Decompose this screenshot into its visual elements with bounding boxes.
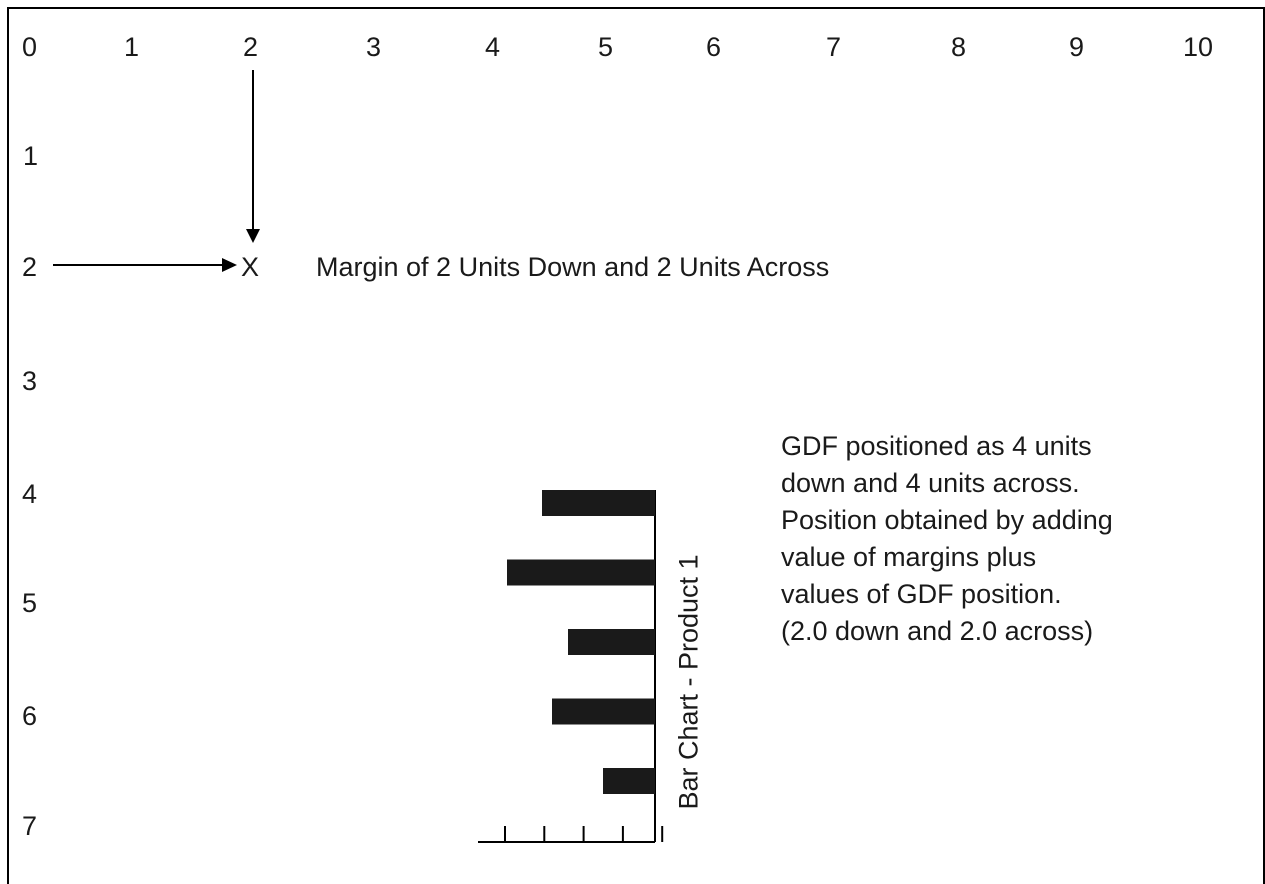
top-ruler-0: 0 <box>22 32 38 62</box>
note-line-1: GDF positioned as 4 units <box>781 431 1092 461</box>
down-arrow <box>246 70 260 243</box>
right-arrow <box>53 258 237 272</box>
left-ruler-6: 6 <box>22 701 38 731</box>
top-ruler-3: 3 <box>366 32 382 62</box>
margin-marker: X <box>241 252 260 282</box>
top-ruler-10: 10 <box>1183 32 1214 62</box>
chart-bar <box>603 768 655 794</box>
chart-label: Bar Chart - Product 1 <box>673 554 704 810</box>
chart-bar <box>542 490 655 516</box>
note-line-6: (2.0 down and 2.0 across) <box>781 616 1094 646</box>
left-ruler-1: 1 <box>23 141 39 171</box>
top-ruler-7: 7 <box>826 32 842 62</box>
left-ruler-4: 4 <box>22 479 38 509</box>
gdf-note: GDF positioned as 4 units down and 4 uni… <box>781 428 1113 650</box>
left-ruler-2: 2 <box>22 252 38 282</box>
top-ruler-6: 6 <box>706 32 722 62</box>
margin-caption: Margin of 2 Units Down and 2 Units Acros… <box>316 252 830 282</box>
diagram-frame <box>7 7 1265 884</box>
left-ruler-7: 7 <box>22 811 38 841</box>
chart-bar <box>568 629 655 655</box>
top-ruler-2: 2 <box>243 32 259 62</box>
note-line-5: values of GDF position. <box>781 579 1062 609</box>
note-line-3: Position obtained by adding <box>781 505 1113 535</box>
chart-bar <box>507 559 655 586</box>
top-ruler-1: 1 <box>124 32 140 62</box>
note-line-4: value of margins plus <box>781 542 1037 572</box>
top-ruler-8: 8 <box>951 32 967 62</box>
top-ruler-4: 4 <box>485 32 501 62</box>
top-ruler-5: 5 <box>598 32 614 62</box>
left-ruler-5: 5 <box>22 588 38 618</box>
top-ruler-9: 9 <box>1069 32 1085 62</box>
chart-bar <box>552 698 655 725</box>
bar-chart <box>478 490 664 843</box>
left-ruler-3: 3 <box>22 366 38 396</box>
note-line-2: down and 4 units across. <box>781 468 1080 498</box>
